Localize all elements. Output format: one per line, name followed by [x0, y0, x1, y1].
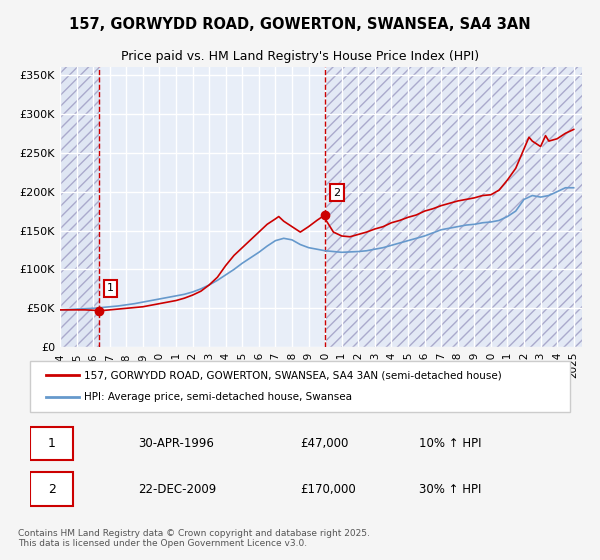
- Text: 1: 1: [47, 437, 56, 450]
- Text: £47,000: £47,000: [300, 437, 349, 450]
- Text: 10% ↑ HPI: 10% ↑ HPI: [419, 437, 481, 450]
- Bar: [60, 67, 98, 347]
- FancyBboxPatch shape: [30, 473, 73, 506]
- Text: Price paid vs. HM Land Registry's House Price Index (HPI): Price paid vs. HM Land Registry's House …: [121, 50, 479, 63]
- Bar: [60, 67, 98, 347]
- Text: HPI: Average price, semi-detached house, Swansea: HPI: Average price, semi-detached house,…: [84, 393, 352, 403]
- Text: 30% ↑ HPI: 30% ↑ HPI: [419, 483, 481, 496]
- Text: Contains HM Land Registry data © Crown copyright and database right 2025.
This d: Contains HM Land Registry data © Crown c…: [18, 529, 370, 548]
- FancyBboxPatch shape: [30, 427, 73, 460]
- Text: £170,000: £170,000: [300, 483, 356, 496]
- Text: 1: 1: [107, 283, 114, 293]
- Text: 157, GORWYDD ROAD, GOWERTON, SWANSEA, SA4 3AN (semi-detached house): 157, GORWYDD ROAD, GOWERTON, SWANSEA, SA…: [84, 370, 502, 380]
- Text: 157, GORWYDD ROAD, GOWERTON, SWANSEA, SA4 3AN: 157, GORWYDD ROAD, GOWERTON, SWANSEA, SA…: [69, 17, 531, 32]
- Text: 30-APR-1996: 30-APR-1996: [138, 437, 214, 450]
- Text: 2: 2: [333, 188, 340, 198]
- Text: 22-DEC-2009: 22-DEC-2009: [138, 483, 216, 496]
- FancyBboxPatch shape: [30, 361, 570, 412]
- Text: 2: 2: [47, 483, 56, 496]
- Bar: [325, 67, 582, 347]
- Bar: [325, 67, 582, 347]
